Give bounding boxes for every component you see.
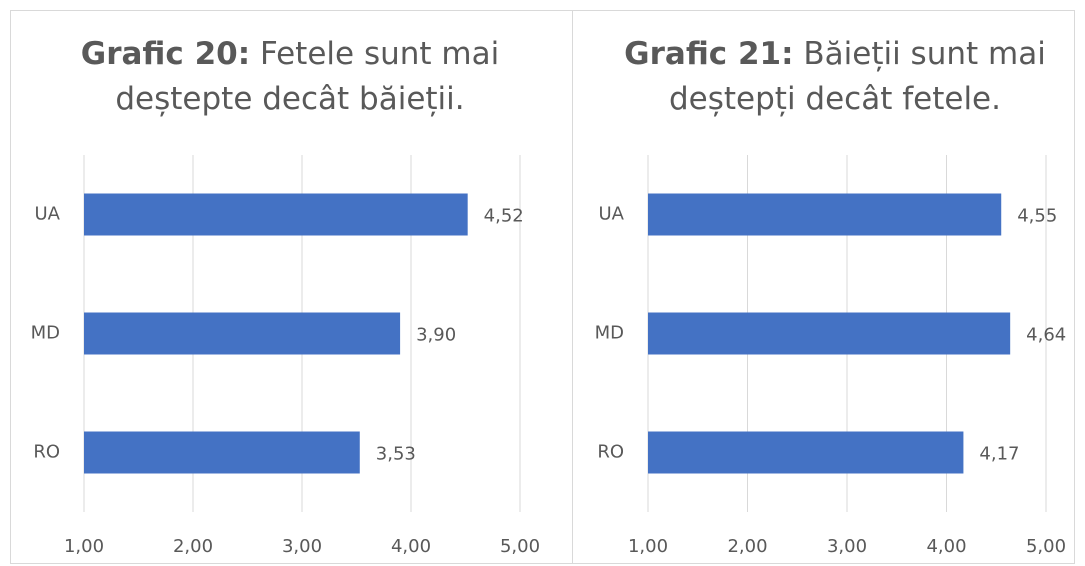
title-text: Fetele sunt mai deștepte decât băieții. [115,36,500,117]
bar [84,193,468,236]
y-tick-label: MD [595,323,624,344]
x-tick-label: 2,00 [727,536,767,557]
data-label: 4,64 [1026,325,1066,346]
bar [648,193,1002,236]
chart-title: Grafic 21: Băieții sunt mai deștepți dec… [615,32,1055,122]
y-tick-label: RO [597,442,624,463]
x-tick-label: 4,00 [926,536,966,557]
data-label: 3,53 [376,444,416,465]
data-label: 3,90 [416,325,456,346]
bar [84,431,360,474]
chart-title: Grafic 20: Fetele sunt mai deștepte decâ… [60,32,520,122]
title-label: Grafic 21: [624,36,794,72]
x-tick-label: 4,00 [391,536,431,557]
frame [10,10,1075,564]
y-tick-label: UA [599,204,625,225]
x-tick-label: 3,00 [827,536,867,557]
title-text: Băieții sunt mai deștepți decât fetele. [669,36,1046,117]
title-label: Grafic 20: [80,36,251,72]
y-tick-label: UA [35,204,61,225]
x-tick-label: 5,00 [1026,536,1066,557]
bar [84,312,401,355]
data-label: 4,52 [484,206,524,227]
y-tick-label: RO [33,442,60,463]
bar [648,431,964,474]
x-tick-label: 2,00 [173,536,213,557]
x-tick-label: 1,00 [628,536,668,557]
data-label: 4,17 [979,444,1019,465]
bar [648,312,1011,355]
x-tick-label: 1,00 [64,536,104,557]
y-tick-label: MD [31,323,60,344]
x-tick-label: 3,00 [282,536,322,557]
x-tick-label: 5,00 [500,536,540,557]
data-label: 4,55 [1017,206,1057,227]
